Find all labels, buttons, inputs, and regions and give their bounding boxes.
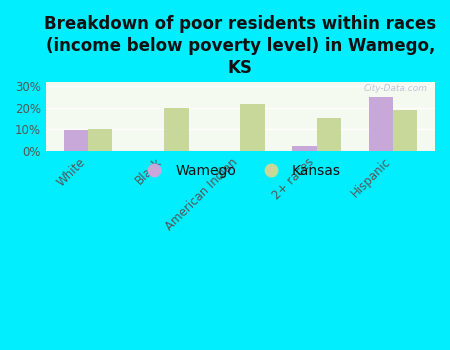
Title: Breakdown of poor residents within races
(income below poverty level) in Wamego,: Breakdown of poor residents within races… bbox=[45, 15, 436, 77]
Bar bbox=[292, 146, 317, 150]
Bar bbox=[393, 110, 417, 150]
Text: City-Data.com: City-Data.com bbox=[363, 84, 427, 93]
Legend: Wamego, Kansas: Wamego, Kansas bbox=[135, 159, 346, 184]
Bar bbox=[369, 97, 393, 150]
Bar bbox=[63, 130, 88, 150]
Bar bbox=[88, 129, 112, 150]
Bar bbox=[240, 104, 265, 150]
Bar bbox=[317, 118, 341, 150]
Bar bbox=[164, 107, 189, 150]
